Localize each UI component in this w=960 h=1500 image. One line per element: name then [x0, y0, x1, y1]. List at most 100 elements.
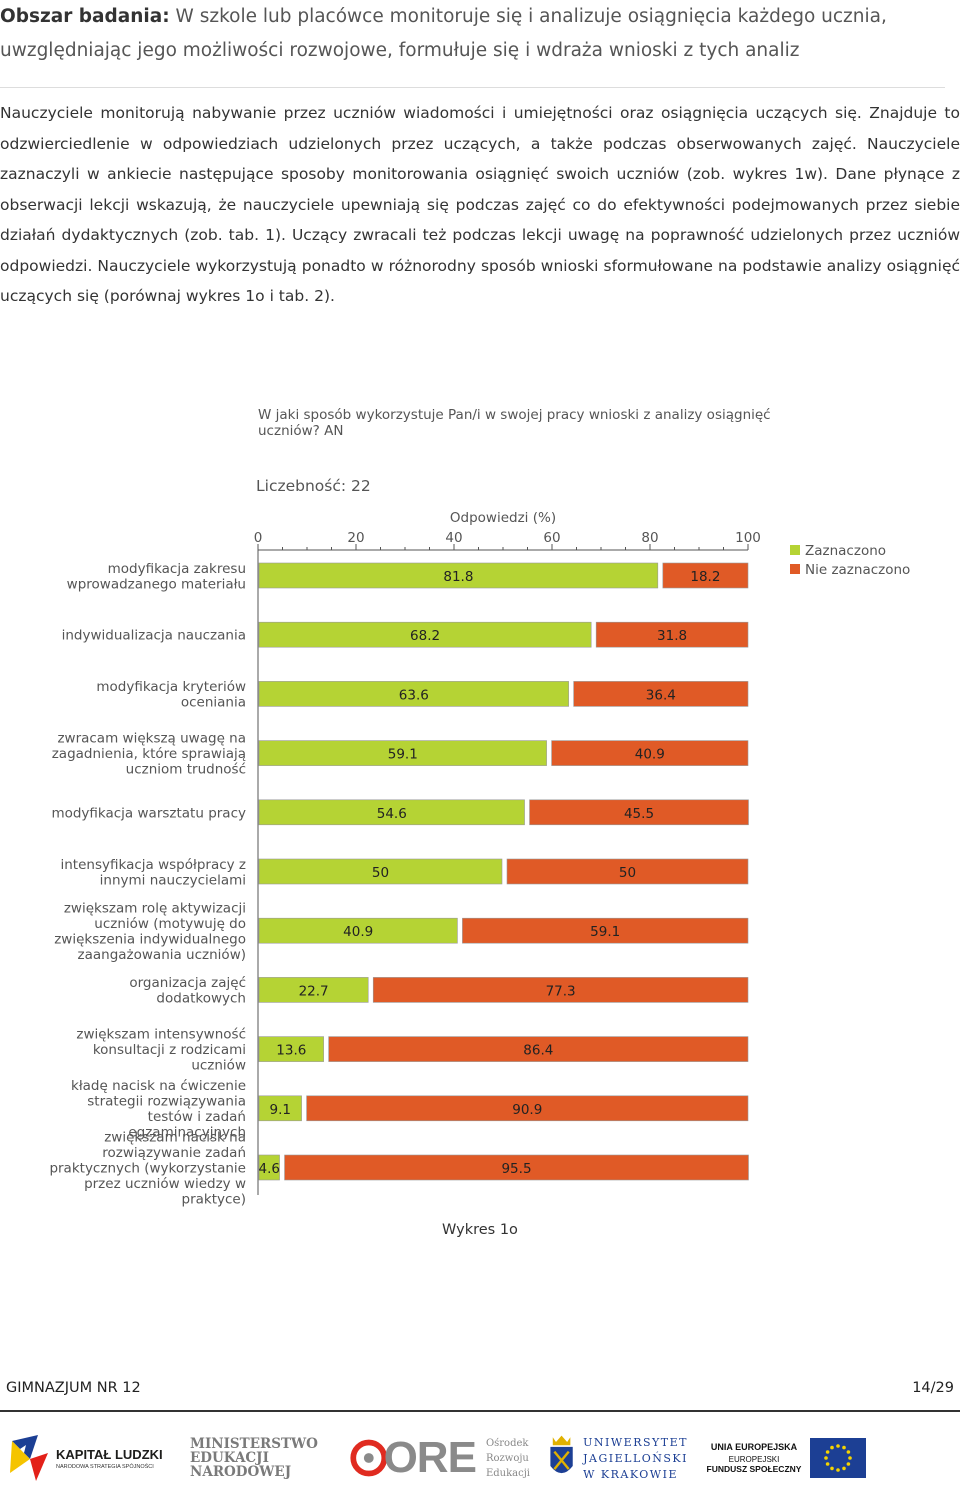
x-tick-label: 40	[445, 530, 462, 546]
bar-value-label: 54.6	[377, 806, 407, 822]
bar-nie-zaznaczono	[372, 977, 749, 1003]
category-label: kładę nacisk na ćwiczenie	[71, 1078, 246, 1094]
bar-value-label: 90.9	[512, 1102, 542, 1118]
bar-zaznaczono	[258, 917, 458, 944]
category-label: innymi nauczycielami	[100, 872, 246, 888]
bar-value-label: 86.4	[523, 1043, 553, 1059]
bar-nie-zaznaczono	[306, 1095, 749, 1122]
chart-count-label: Liczebność: 22	[256, 477, 371, 495]
ore-line-3: Edukacji	[485, 1467, 530, 1479]
category-label: zagadnienia, które sprawiają	[52, 746, 246, 762]
category-label: indywidualizacja nauczania	[62, 628, 246, 644]
footer-divider	[0, 1410, 960, 1412]
bar-value-label: 63.6	[399, 687, 429, 703]
category-label: zwiększam nacisk na	[104, 1130, 246, 1146]
eu-star	[836, 1468, 840, 1472]
category-label: modyfikacja kryteriów	[96, 679, 246, 695]
header-text: W szkole lub placówce monitoruje się i a…	[0, 6, 887, 61]
eu-star	[824, 1456, 828, 1460]
header-divider	[0, 87, 945, 88]
bar-value-label: 68.2	[410, 628, 440, 644]
category-label: egzaminacyjnych	[128, 1125, 246, 1141]
bar-value-label: 50	[372, 865, 389, 881]
category-label: uczniów	[191, 1058, 246, 1074]
men-line-1: MINISTERSTWO	[190, 1435, 318, 1452]
category-label: modyfikacja zakresu	[108, 561, 246, 577]
uj-logo: UNIWERSYTET JAGIELLOŃSKI W KRAKOWIE	[548, 1418, 688, 1498]
eu-star	[842, 1466, 846, 1471]
eu-star	[842, 1445, 846, 1450]
bar-value-label: 40.9	[343, 924, 373, 940]
bar-nie-zaznaczono	[573, 681, 749, 707]
category-label: zaangażowania uczniów)	[78, 947, 247, 963]
bar-nie-zaznaczono	[662, 562, 749, 589]
eu-star	[836, 1444, 840, 1448]
x-tick-label: 0	[254, 530, 263, 546]
ore-line-2: Rozwoju	[485, 1452, 529, 1464]
chart-caption: Wykres 1o	[442, 1222, 518, 1238]
logo-bar: KAPITAŁ LUDZKI NARODOWA STRATEGIA SPÓJNO…	[0, 1418, 960, 1498]
bar-nie-zaznaczono	[328, 1036, 749, 1062]
footer-school: GIMNAZJUM NR 12	[6, 1380, 141, 1396]
men-logo: MINISTERSTWO EDUKACJI NARODOWEJ	[190, 1418, 318, 1498]
category-label: uczniów (motywuję do	[94, 916, 246, 932]
bar-value-label: 9.1	[270, 1102, 291, 1118]
category-label: testów i zadań	[148, 1109, 246, 1125]
ore-circle-icon	[350, 1439, 388, 1477]
kapital-ludzki-subtitle: NARODOWA STRATEGIA SPÓJNOŚCI	[56, 1463, 154, 1470]
bar-value-label: 59.1	[388, 747, 418, 763]
bar-nie-zaznaczono	[595, 621, 749, 648]
bar-nie-zaznaczono	[284, 1154, 749, 1181]
eu-star	[848, 1456, 852, 1460]
bar-value-label: 4.6	[259, 1161, 280, 1177]
uj-line-2: JAGIELLOŃSKI	[583, 1451, 688, 1465]
ore-logo: ORE Ośrodek Rozwoju Edukacji	[350, 1418, 530, 1498]
category-label: zwracam większą uwagę na	[57, 731, 246, 747]
category-label: rozwiązywanie zadań	[102, 1145, 246, 1161]
page-header: Obszar badania: W szkole lub placówce mo…	[0, 0, 960, 68]
eu-star	[846, 1450, 851, 1454]
bar-value-label: 50	[619, 865, 636, 881]
legend-swatch	[790, 564, 800, 574]
bar-nie-zaznaczono	[551, 740, 749, 766]
uj-line-3: W KRAKOWIE	[583, 1467, 678, 1481]
eu-logo: UNIA EUROPEJSKA EUROPEJSKI FUNDUSZ SPOŁE…	[706, 1418, 876, 1498]
category-label: strategii rozwiązywania	[87, 1094, 246, 1110]
eu-line-3: FUNDUSZ SPOŁECZNY	[706, 1464, 802, 1474]
header-label: Obszar badania:	[0, 6, 170, 27]
kapital-ludzki-emblem-icon	[10, 1435, 48, 1481]
eu-line-1: UNIA EUROPEJSKA	[710, 1442, 798, 1452]
category-label: oceniania	[181, 695, 246, 711]
chart-title-line: W jaki sposób wykorzystuje Pan/i w swoje…	[258, 407, 771, 423]
men-line-2: EDUKACJI	[190, 1449, 269, 1466]
category-label: zwiększenia indywidualnego	[54, 931, 246, 947]
bar-zaznaczono	[258, 1095, 302, 1122]
bar-value-label: 40.9	[635, 747, 665, 763]
bar-zaznaczono	[258, 621, 592, 648]
legend-label: Zaznaczono	[805, 543, 886, 559]
eu-star	[825, 1450, 830, 1454]
category-label: dodatkowych	[156, 991, 246, 1007]
category-label: wprowadzanego materiału	[67, 576, 246, 592]
category-label: zwiększam rolę aktywizacji	[64, 900, 246, 916]
eu-star	[830, 1445, 834, 1450]
bar-nie-zaznaczono	[529, 799, 749, 826]
bar-zaznaczono	[258, 681, 569, 707]
bar-value-label: 31.8	[657, 628, 687, 644]
bar-zaznaczono	[258, 1036, 324, 1062]
body-paragraph: Nauczyciele monitorują nabywanie przez u…	[0, 104, 960, 305]
category-label: konsultacji z rodzicami	[93, 1042, 246, 1058]
bar-zaznaczono	[258, 1154, 280, 1181]
men-line-3: NARODOWEJ	[190, 1464, 292, 1481]
category-label: uczniom trudność	[126, 762, 246, 778]
legend-label: Nie zaznaczono	[805, 562, 910, 578]
eu-star	[846, 1462, 851, 1466]
category-label: zwiększam intensywność	[76, 1027, 246, 1043]
chart: W jaki sposób wykorzystuje Pan/i w swoje…	[49, 407, 910, 1208]
kapital-ludzki-logo: KAPITAŁ LUDZKI NARODOWA STRATEGIA SPÓJNO…	[8, 1418, 168, 1498]
category-label: intensyfikacja współpracy z	[61, 857, 247, 873]
bar-value-label: 13.6	[276, 1043, 306, 1059]
bar-value-label: 77.3	[546, 983, 576, 999]
ore-wordmark: ORE	[383, 1433, 477, 1482]
footer-page-number: 14/29	[912, 1380, 954, 1396]
